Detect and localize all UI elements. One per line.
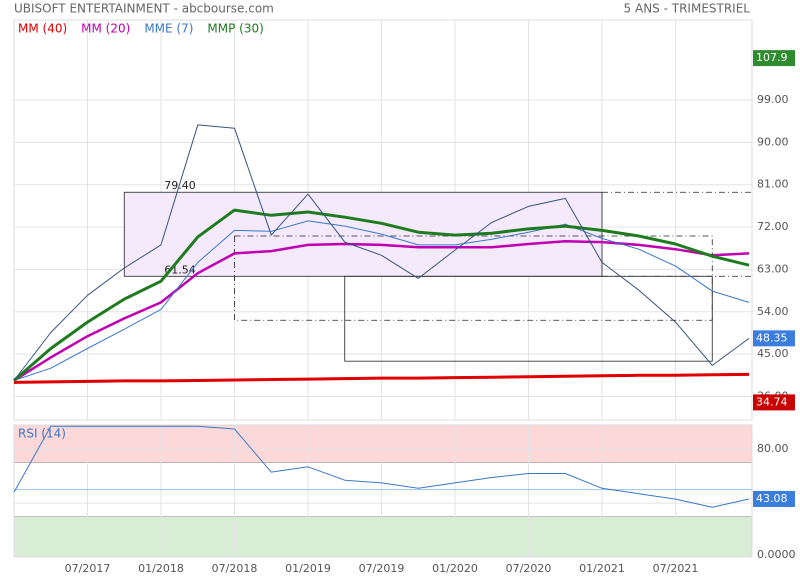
value-tag-label: 48.35 [756, 331, 788, 344]
value-tag-label: 43.08 [756, 492, 788, 505]
chart-title: UBISOFT ENTERTAINMENT - abcbourse.com [14, 2, 274, 16]
x-tick-label: 07/2021 [653, 562, 699, 575]
x-tick-label: 07/2018 [212, 562, 258, 575]
series-line [13, 239, 750, 382]
x-tick-label: 07/2017 [65, 562, 111, 575]
value-tag [753, 490, 795, 507]
x-tick-label: 01/2020 [432, 562, 478, 575]
x-tick-label: 07/2019 [359, 562, 405, 575]
rsi-zone [13, 516, 753, 558]
level-label: 79.40 [164, 179, 196, 192]
y-tick-label: 90.00 [757, 135, 789, 148]
value-tag [753, 50, 795, 67]
y-tick-label: 81.00 [757, 178, 789, 191]
y-tick-label: 54.00 [757, 305, 789, 318]
range-box [344, 275, 713, 362]
panel-frame [13, 19, 753, 421]
value-tag-label: 34.74 [756, 395, 788, 408]
y-tick-label: 0.0000 [757, 548, 796, 561]
range-box [123, 191, 603, 277]
x-tick-label: 01/2018 [138, 562, 184, 575]
value-tag [753, 330, 795, 347]
series-line [13, 220, 750, 381]
x-tick-label: 01/2019 [285, 562, 331, 575]
legend-entry: MM (20) [81, 22, 130, 36]
rsi-zone [13, 424, 753, 464]
panel-frame [13, 424, 753, 558]
series-line [13, 372, 750, 384]
y-tick-label: 80.00 [757, 442, 789, 455]
period: 5 ANS - TRIMESTRIEL [624, 2, 751, 16]
value-tag-label: 107.9 [756, 51, 788, 64]
value-tag [753, 394, 795, 411]
y-tick-label: 72.00 [757, 220, 789, 233]
x-tick-label: 01/2021 [579, 562, 625, 575]
legend-entry: MME (7) [144, 22, 193, 36]
rsi-line [13, 425, 750, 508]
legend-entry: MM (40) [18, 22, 67, 36]
y-tick-label: 99.00 [757, 93, 789, 106]
series-line [13, 124, 750, 381]
series-line [13, 208, 750, 382]
x-tick-label: 07/2020 [506, 562, 552, 575]
rsi-title: RSI (14) [18, 427, 66, 441]
legend-entry: MMP (30) [207, 22, 263, 36]
y-tick-label: 45.00 [757, 347, 789, 360]
y-tick-label: 63.00 [757, 262, 789, 275]
